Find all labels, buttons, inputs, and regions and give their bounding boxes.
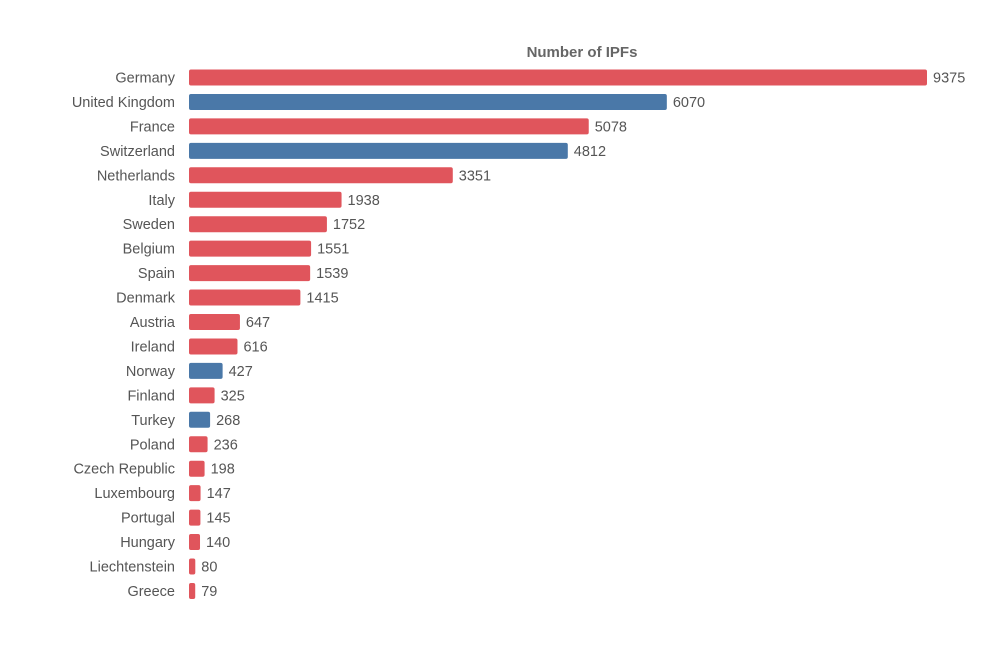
bar-sweden bbox=[189, 216, 327, 233]
value-label-luxembourg: 147 bbox=[207, 486, 231, 502]
value-label-hungary: 140 bbox=[206, 535, 230, 551]
category-label-austria: Austria bbox=[130, 315, 176, 331]
bar-denmark bbox=[189, 289, 301, 306]
value-label-germany: 9375 bbox=[933, 71, 965, 87]
bar-belgium bbox=[189, 240, 312, 257]
value-label-sweden: 1752 bbox=[333, 217, 365, 233]
value-label-united-kingdom: 6070 bbox=[673, 95, 705, 111]
category-label-turkey: Turkey bbox=[131, 413, 176, 429]
bar-ireland bbox=[189, 338, 238, 355]
bar-switzerland bbox=[189, 142, 568, 159]
category-labels: Germany United Kingdom France Switzerland Ne… bbox=[72, 71, 176, 600]
bar-portugal bbox=[189, 509, 201, 526]
bar-austria bbox=[189, 314, 240, 330]
value-label-spain: 1539 bbox=[316, 266, 348, 282]
value-label-netherlands: 3351 bbox=[459, 168, 491, 184]
bar-norway bbox=[189, 362, 223, 379]
value-label-poland: 236 bbox=[214, 437, 238, 453]
category-label-spain: Spain bbox=[138, 266, 175, 282]
bar-luxembourg bbox=[189, 485, 201, 502]
value-label-greece: 79 bbox=[201, 584, 217, 600]
category-label-portugal: Portugal bbox=[121, 511, 175, 527]
category-label-liechtenstein: Liechtenstein bbox=[90, 560, 175, 576]
category-label-sweden: Sweden bbox=[123, 217, 175, 233]
category-label-czech-republic: Czech Republic bbox=[73, 462, 175, 478]
category-label-belgium: Belgium bbox=[123, 242, 175, 258]
bar-czech-republic bbox=[189, 460, 205, 477]
value-label-norway: 427 bbox=[229, 364, 253, 380]
category-label-netherlands: Netherlands bbox=[97, 168, 175, 184]
bar-germany bbox=[189, 69, 927, 86]
chart-title: Number of IPFs bbox=[527, 44, 638, 61]
bars bbox=[189, 69, 927, 599]
category-label-italy: Italy bbox=[148, 193, 175, 209]
value-label-austria: 647 bbox=[246, 315, 270, 331]
bar-finland bbox=[189, 387, 215, 404]
value-label-portugal: 145 bbox=[206, 511, 230, 527]
category-label-united-kingdom: United Kingdom bbox=[72, 95, 175, 111]
bar-spain bbox=[189, 265, 311, 282]
value-label-italy: 1938 bbox=[348, 193, 380, 209]
bar-hungary bbox=[189, 534, 201, 551]
category-label-switzerland: Switzerland bbox=[100, 144, 175, 160]
category-label-ireland: Ireland bbox=[131, 339, 175, 355]
bar-united-kingdom bbox=[189, 93, 667, 110]
value-labels: 9375 6070 5078 4812 3351 1938 1752 1551 1539 1415… bbox=[201, 71, 965, 600]
bar-poland bbox=[189, 436, 208, 453]
category-label-germany: Germany bbox=[115, 71, 175, 87]
value-label-france: 5078 bbox=[595, 119, 627, 135]
category-label-greece: Greece bbox=[127, 584, 175, 600]
category-label-finland: Finland bbox=[127, 388, 175, 404]
bar-turkey bbox=[189, 411, 211, 428]
value-label-denmark: 1415 bbox=[306, 291, 338, 307]
value-label-czech-republic: 198 bbox=[211, 462, 235, 478]
value-label-belgium: 1551 bbox=[317, 242, 349, 258]
bar-italy bbox=[189, 191, 342, 208]
value-label-finland: 325 bbox=[221, 388, 245, 404]
value-label-liechtenstein: 80 bbox=[201, 560, 217, 576]
bar-greece bbox=[189, 582, 196, 599]
category-label-france: France bbox=[130, 119, 175, 135]
bar-netherlands bbox=[189, 167, 453, 184]
category-label-norway: Norway bbox=[126, 364, 176, 380]
bar-liechtenstein bbox=[189, 558, 196, 575]
category-label-hungary: Hungary bbox=[120, 535, 176, 551]
value-label-turkey: 268 bbox=[216, 413, 240, 429]
category-label-poland: Poland bbox=[130, 437, 175, 453]
bar-france bbox=[189, 118, 589, 135]
category-label-denmark: Denmark bbox=[116, 291, 176, 307]
value-label-ireland: 616 bbox=[243, 339, 267, 355]
category-label-luxembourg: Luxembourg bbox=[94, 486, 175, 502]
value-label-switzerland: 4812 bbox=[574, 144, 606, 160]
